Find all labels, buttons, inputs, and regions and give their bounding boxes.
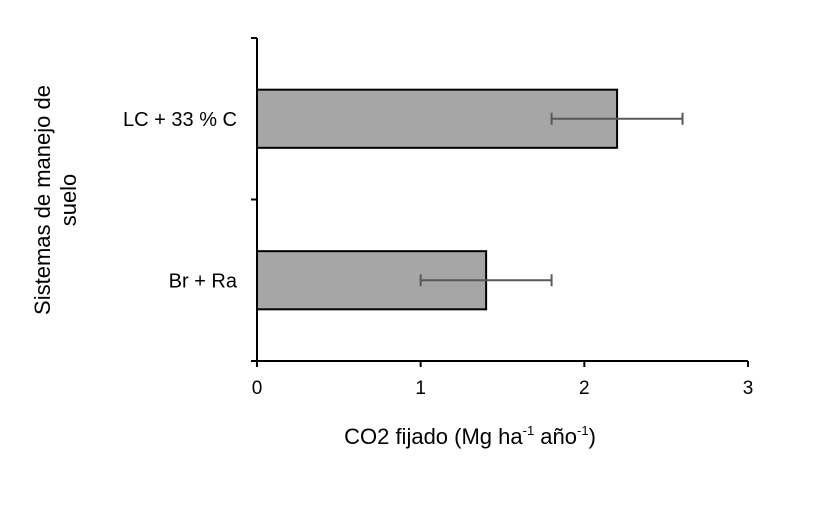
x-tick-label: 0 xyxy=(252,378,263,399)
labels-group: LC + 33 % C Br + Ra 0 1 2 3 xyxy=(123,109,753,399)
x-tick-label: 2 xyxy=(579,378,590,399)
y-axis-title-line1: Sistemas de manejo de xyxy=(30,85,55,315)
category-label: Br + Ra xyxy=(169,270,238,292)
x-tick-label: 1 xyxy=(415,378,426,399)
bars-group xyxy=(256,88,619,311)
axes-group xyxy=(251,37,749,367)
y-axis-title-group: Sistemas de manejo de suelo xyxy=(30,85,81,315)
error-bars-group xyxy=(419,112,684,287)
x-tick-label: 3 xyxy=(743,378,754,399)
category-label: LC + 33 % C xyxy=(123,109,237,131)
x-axis-title: CO2 fijado (Mg ha-1 año-1) xyxy=(344,423,596,449)
y-axis-title-line2: suelo xyxy=(56,174,81,227)
